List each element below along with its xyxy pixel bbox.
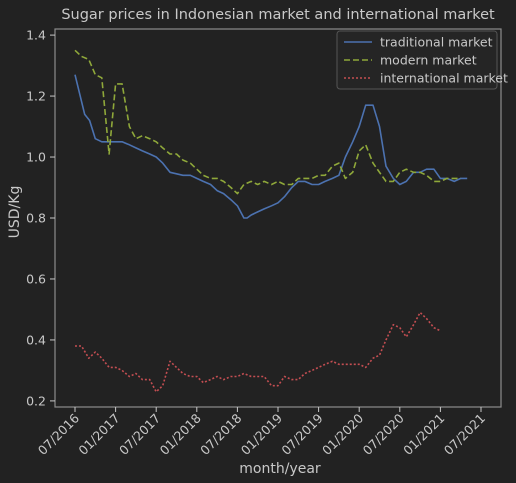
y-tick-label: 1.4: [26, 28, 46, 43]
y-tick-label: 0.2: [26, 393, 46, 408]
y-tick-label: 0.6: [26, 271, 46, 286]
y-tick-label: 1.2: [26, 89, 46, 104]
y-axis-label: USD/Kg: [7, 186, 23, 239]
legend-label: traditional market: [380, 35, 493, 50]
legend-label: international market: [380, 71, 508, 86]
y-tick-label: 0.8: [26, 211, 46, 226]
chart-title: Sugar prices in Indonesian market and in…: [61, 7, 495, 23]
legend: traditional market modern market internati…: [336, 30, 508, 90]
x-axis-label: month/year: [239, 461, 321, 477]
legend-box: [336, 30, 498, 90]
legend-label: modern market: [380, 53, 477, 68]
y-tick-label: 0.4: [26, 332, 46, 347]
series-line-international-market: [75, 311, 441, 393]
series-line-modern-market: [74, 49, 461, 195]
y-tick-label: 1.0: [26, 150, 46, 165]
series-line-traditional-market: [74, 74, 468, 219]
